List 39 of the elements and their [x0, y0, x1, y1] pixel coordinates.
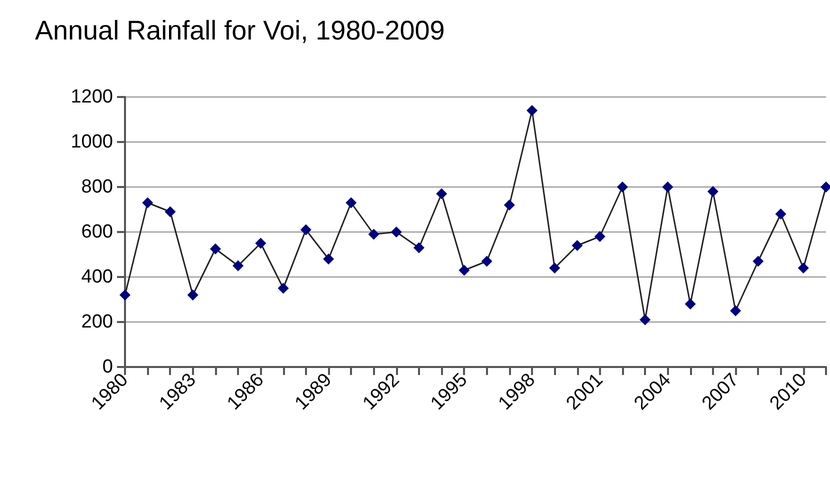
point	[210, 243, 221, 254]
point	[549, 262, 560, 274]
point	[752, 256, 764, 267]
point	[300, 224, 312, 236]
point	[142, 197, 154, 208]
point	[798, 262, 809, 274]
point	[436, 188, 448, 200]
y-tick-label: 800	[81, 176, 113, 198]
chart-title: Annual Rainfall for Voi, 1980-2009	[35, 16, 445, 46]
point	[458, 264, 470, 276]
point	[232, 260, 244, 272]
point	[481, 256, 492, 267]
point	[775, 208, 786, 220]
point	[526, 105, 538, 116]
point	[390, 226, 402, 238]
point	[616, 182, 628, 192]
point	[413, 242, 424, 254]
point	[278, 282, 289, 294]
y-tick-label: 0	[102, 356, 113, 378]
point	[187, 290, 198, 300]
point	[730, 305, 742, 316]
point	[504, 200, 515, 210]
point	[120, 290, 130, 300]
point	[594, 231, 606, 242]
y-tick-label: 200	[81, 312, 113, 332]
point	[640, 314, 651, 326]
point	[346, 197, 357, 208]
point	[368, 228, 380, 240]
point	[662, 182, 674, 192]
y-tick-label: 400	[81, 266, 113, 288]
point	[164, 206, 176, 218]
y-tick-label: 600	[81, 222, 113, 242]
y-tick-label: 1000	[70, 132, 113, 152]
y-tick-label: 1200	[70, 86, 113, 108]
point	[684, 298, 696, 310]
point	[323, 254, 334, 264]
point	[255, 238, 266, 249]
point	[707, 186, 718, 197]
point	[572, 240, 583, 251]
